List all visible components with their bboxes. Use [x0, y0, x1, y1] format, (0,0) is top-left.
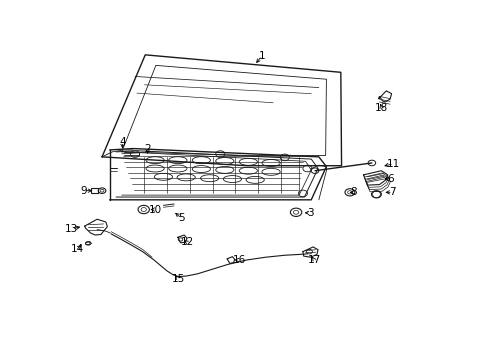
Text: 14: 14 — [70, 244, 83, 254]
Text: 12: 12 — [180, 237, 193, 247]
Text: 9: 9 — [81, 186, 87, 196]
Text: 8: 8 — [350, 187, 356, 197]
Text: 6: 6 — [386, 174, 393, 184]
Text: 10: 10 — [149, 204, 162, 215]
Text: 2: 2 — [144, 144, 150, 154]
Text: 13: 13 — [65, 224, 78, 234]
Circle shape — [367, 160, 375, 166]
Text: 5: 5 — [178, 213, 184, 224]
Text: 18: 18 — [374, 103, 387, 113]
Text: 17: 17 — [307, 255, 320, 265]
Circle shape — [311, 168, 318, 174]
Text: 7: 7 — [388, 187, 395, 197]
Text: 4: 4 — [119, 136, 125, 147]
Text: 15: 15 — [172, 274, 185, 284]
Text: 3: 3 — [306, 208, 313, 218]
Text: 11: 11 — [386, 159, 400, 169]
Text: 16: 16 — [232, 255, 245, 265]
Text: 1: 1 — [258, 51, 265, 61]
